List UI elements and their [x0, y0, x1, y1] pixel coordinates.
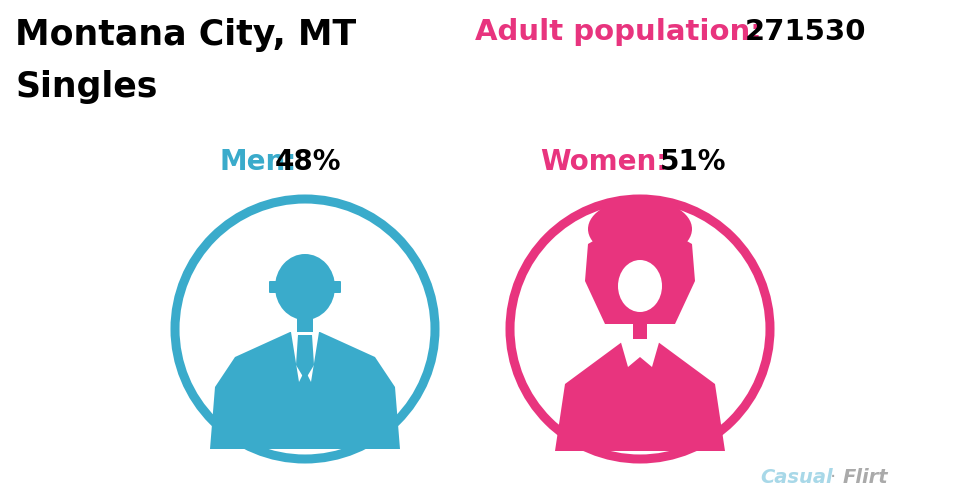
Polygon shape [620, 339, 660, 367]
Text: 48%: 48% [275, 148, 342, 176]
Polygon shape [291, 332, 319, 382]
Ellipse shape [275, 255, 335, 320]
Polygon shape [585, 214, 695, 324]
Text: Singles: Singles [15, 70, 157, 104]
Ellipse shape [588, 199, 692, 260]
Text: Casual: Casual [760, 467, 832, 486]
Circle shape [175, 199, 435, 459]
Text: Adult population:: Adult population: [475, 18, 762, 46]
Text: Flirt: Flirt [843, 467, 889, 486]
Text: Women:: Women: [540, 148, 667, 176]
Circle shape [510, 199, 770, 459]
Text: ·: · [830, 467, 836, 486]
Polygon shape [555, 339, 725, 451]
Bar [633, 319, 647, 344]
Polygon shape [296, 335, 314, 380]
Polygon shape [210, 332, 400, 449]
Text: Montana City, MT: Montana City, MT [15, 18, 356, 52]
FancyBboxPatch shape [269, 282, 278, 294]
Text: 51%: 51% [660, 148, 727, 176]
Text: Men:: Men: [220, 148, 298, 176]
FancyBboxPatch shape [332, 282, 341, 294]
Text: 271530: 271530 [745, 18, 867, 46]
Bar [297, 315, 313, 337]
Ellipse shape [618, 261, 662, 313]
